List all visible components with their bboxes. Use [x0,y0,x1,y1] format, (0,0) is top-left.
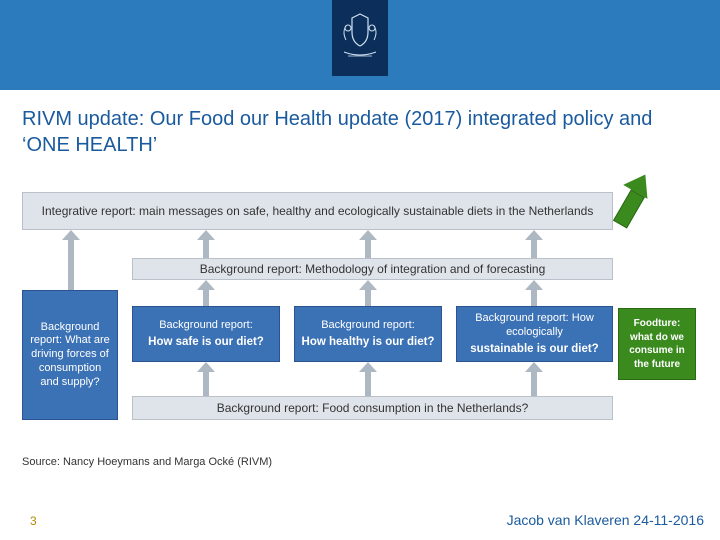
methodology-text: Background report: Methodology of integr… [200,262,546,277]
arrow-mid-0 [197,280,215,306]
integrative-report-box: Integrative report: main messages on saf… [22,192,613,230]
driving-forces-box: Background report: What are driving forc… [22,290,118,420]
consumption-text: Background report: Food consumption in t… [217,401,529,416]
driving-forces-text: Background report: What are driving forc… [29,321,111,390]
arrow-mid-1 [359,280,377,306]
safe-sub: How safe is our diet? [148,335,264,349]
healthy-sub: How healthy is our diet? [302,335,435,349]
sustainable-box: Background report: How ecologically sust… [456,306,613,362]
healthy-box: Background report: How healthy is our di… [294,306,442,362]
arrow-top-2 [525,230,543,258]
foodture-callout: Foodture: what do we consume in the futu… [618,308,696,380]
safe-box: Background report: How safe is our diet? [132,306,280,362]
slide-title: RIVM update: Our Food our Health update … [0,90,720,166]
arrow-bot-1 [359,362,377,396]
header-band [0,0,720,90]
methodology-box: Background report: Methodology of integr… [132,258,613,280]
arrow-mid-2 [525,280,543,306]
source-text: Source: Nancy Hoeymans and Marga Ocké (R… [22,456,272,468]
healthy-header: Background report: [321,319,415,333]
arrow-bot-2 [525,362,543,396]
rivm-logo [332,0,388,76]
coat-of-arms-icon [338,8,382,68]
diagram: Integrative report: main messages on saf… [22,192,698,444]
footer-author-date: Jacob van Klaveren 24-11-2016 [507,512,704,528]
arrow-top-1 [359,230,377,258]
sustainable-header: Background report: How ecologically [463,312,606,340]
arrow-left-to-top [62,230,80,290]
consumption-box: Background report: Food consumption in t… [132,396,613,420]
arrow-bot-0 [197,362,215,396]
arrow-top-0 [197,230,215,258]
green-arrow-icon [610,170,658,230]
safe-header: Background report: [159,319,253,333]
sustainable-sub: sustainable is our diet? [470,342,598,356]
integrative-report-text: Integrative report: main messages on saf… [42,204,594,219]
page-number: 3 [30,514,37,528]
